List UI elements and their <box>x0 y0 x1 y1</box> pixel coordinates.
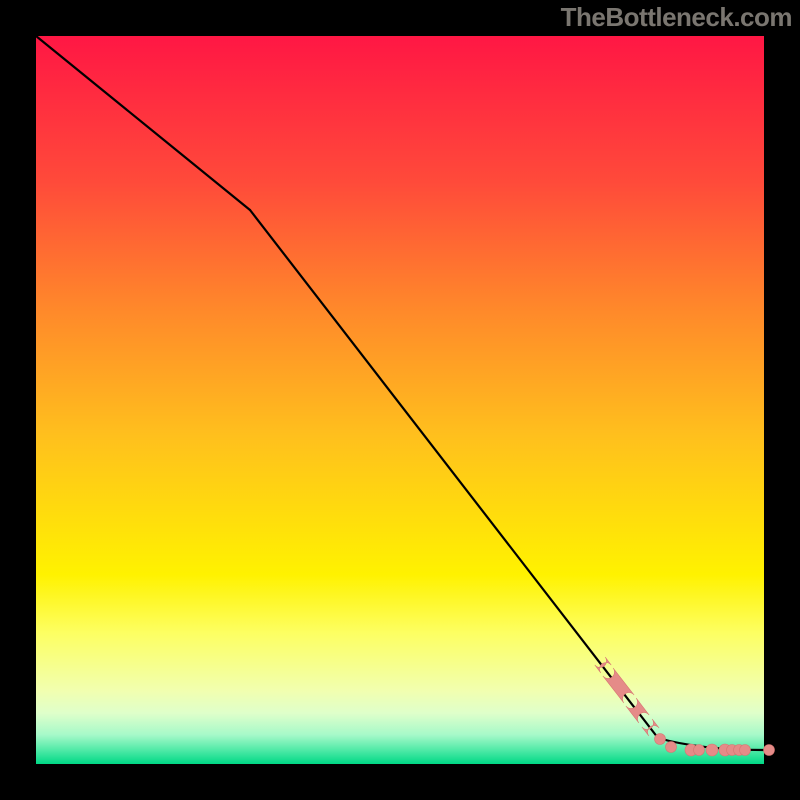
chart-plot-area <box>36 36 764 764</box>
data-marker-dot <box>666 742 677 753</box>
chart-canvas <box>0 0 800 800</box>
data-marker-dot <box>706 744 718 756</box>
data-marker-dot <box>764 745 775 756</box>
data-marker-dot <box>694 745 705 756</box>
data-marker-dot <box>740 745 751 756</box>
watermark-text: TheBottleneck.com <box>561 2 792 33</box>
data-marker-dot <box>655 734 666 745</box>
